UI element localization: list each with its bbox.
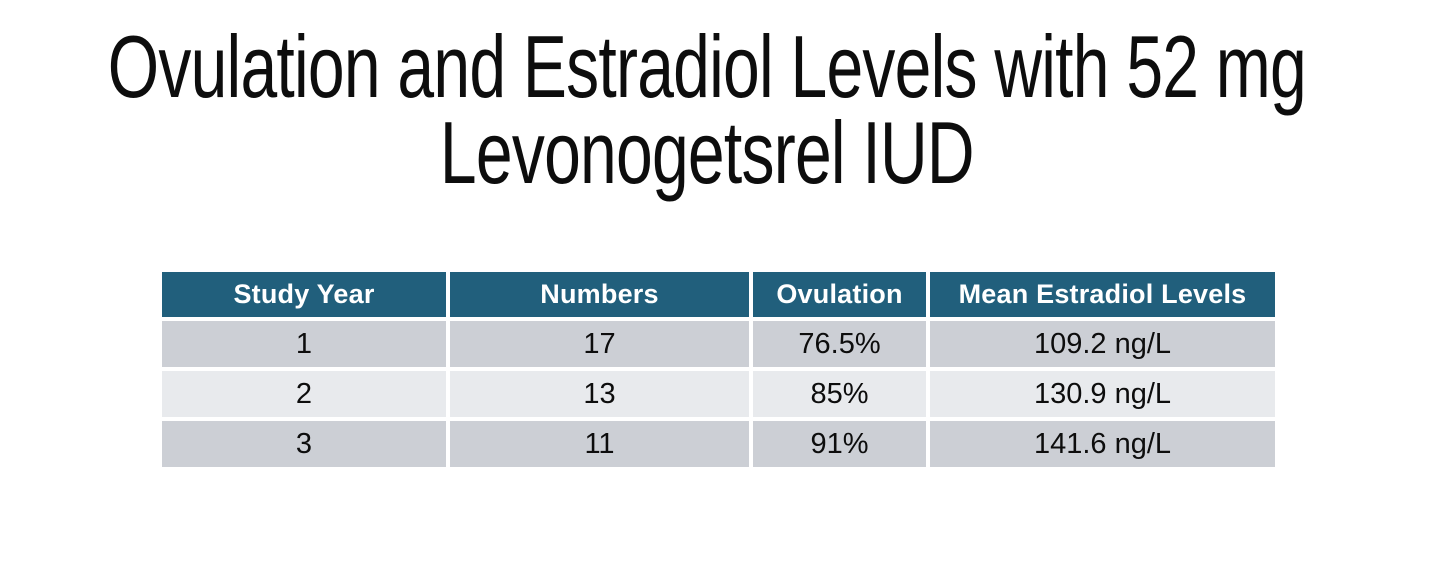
cell-study-year: 3 <box>160 419 448 469</box>
table-row: 2 13 85% 130.9 ng/L <box>160 369 1277 419</box>
slide-title: Ovulation and Estradiol Levels with 52 m… <box>107 17 1307 202</box>
cell-mean-estradiol: 130.9 ng/L <box>928 369 1277 419</box>
table-header-row: Study Year Numbers Ovulation Mean Estrad… <box>160 270 1277 319</box>
cell-mean-estradiol: 109.2 ng/L <box>928 319 1277 369</box>
cell-study-year: 1 <box>160 319 448 369</box>
cell-ovulation: 91% <box>751 419 928 469</box>
study-results-table: Study Year Numbers Ovulation Mean Estrad… <box>160 270 1277 469</box>
header-cell-ovulation: Ovulation <box>751 270 928 319</box>
cell-mean-estradiol: 141.6 ng/L <box>928 419 1277 469</box>
header-cell-mean-estradiol: Mean Estradiol Levels <box>928 270 1277 319</box>
cell-numbers: 11 <box>448 419 751 469</box>
table-row: 3 11 91% 141.6 ng/L <box>160 419 1277 469</box>
cell-numbers: 13 <box>448 369 751 419</box>
table-row: 1 17 76.5% 109.2 ng/L <box>160 319 1277 369</box>
cell-numbers: 17 <box>448 319 751 369</box>
header-cell-numbers: Numbers <box>448 270 751 319</box>
header-cell-study-year: Study Year <box>160 270 448 319</box>
cell-ovulation: 76.5% <box>751 319 928 369</box>
cell-study-year: 2 <box>160 369 448 419</box>
cell-ovulation: 85% <box>751 369 928 419</box>
